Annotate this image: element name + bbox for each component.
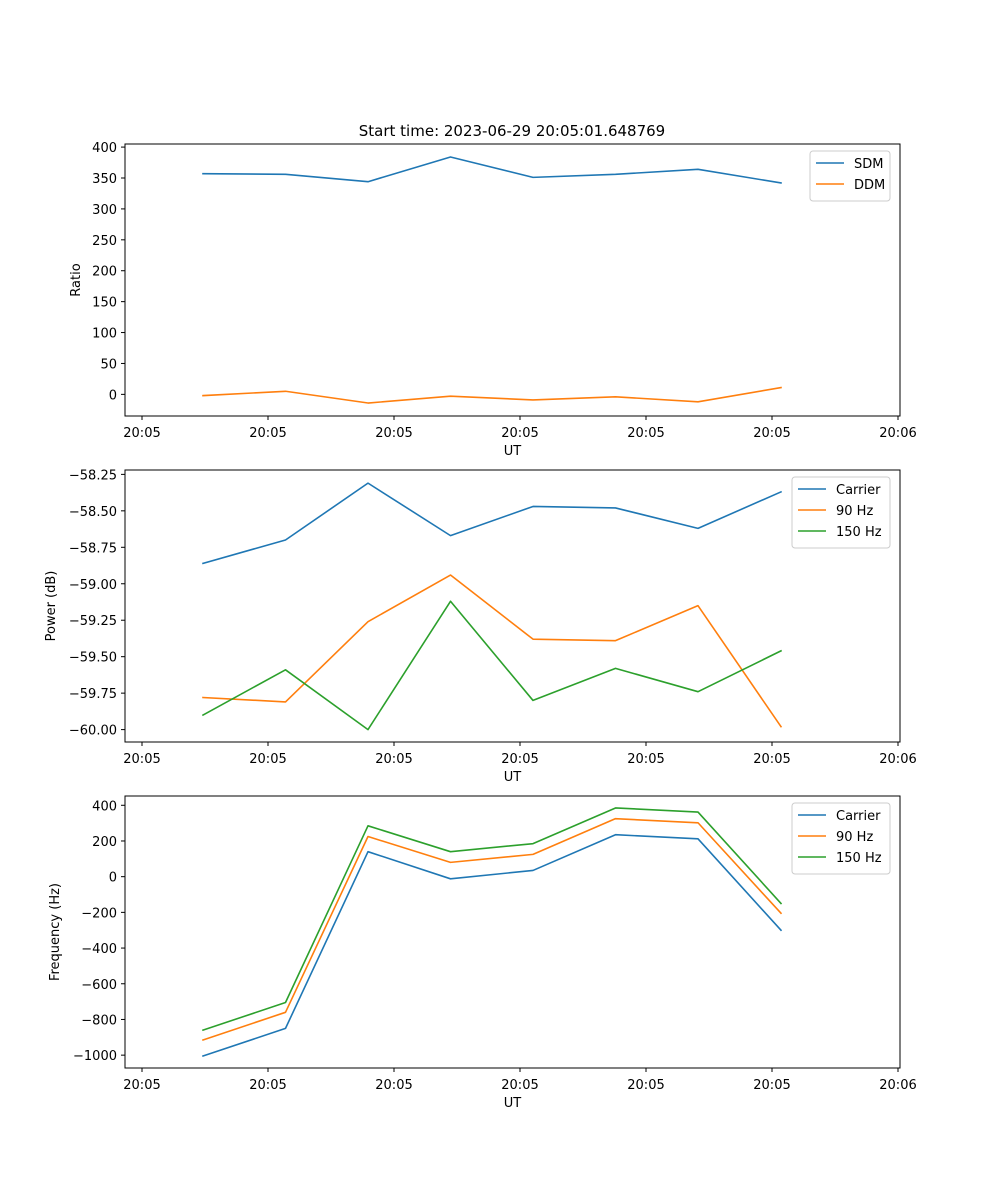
y-tick-label: −58.75 (69, 541, 117, 556)
axes-frame (124, 469, 901, 743)
y-tick-label: −400 (81, 942, 117, 957)
y-tick-label: 0 (109, 388, 117, 403)
series-line-carrier (201, 833, 783, 1058)
subplot-1: 20:05 20:05 20:05 20:05 20:05 20:05 20:06 0 50 10… (69, 141, 917, 459)
series-line-150-hz (201, 600, 783, 731)
legend: SDM DDM (809, 150, 891, 202)
axes-frame (124, 143, 901, 417)
legend-label: Carrier (836, 483, 881, 498)
x-tick-label: 20:05 (627, 1078, 664, 1093)
x-axis-label: UT (504, 444, 522, 459)
y-tick-label: −1000 (73, 1049, 117, 1064)
x-tick-label: 20:05 (249, 1078, 286, 1093)
legend-label: DDM (854, 178, 885, 193)
x-tick-label: 20:05 (501, 1078, 538, 1093)
x-tick-label: 20:05 (375, 426, 412, 441)
x-tick-label: 20:05 (501, 426, 538, 441)
series-line-90-hz (201, 817, 783, 1041)
x-tick-label: 20:05 (123, 752, 160, 767)
series-line-90-hz (202, 574, 783, 728)
y-tick-label: 400 (92, 141, 117, 156)
y-axis-label: Ratio (69, 263, 84, 296)
subplot-2: 20:05 20:05 20:05 20:05 20:05 20:05 20:06 −60.0… (44, 468, 917, 785)
y-tick-label: 0 (109, 871, 117, 886)
y-axis-label: Power (dB) (44, 571, 59, 642)
y-tick-label: −800 (81, 1013, 117, 1028)
y-tick-label: −59.25 (69, 614, 117, 629)
x-tick-label: 20:05 (753, 1078, 790, 1093)
x-axis-label: UT (504, 1096, 522, 1111)
y-tick-label: −58.50 (69, 505, 117, 520)
legend-label: 150 Hz (836, 851, 882, 866)
x-tick-label: 20:05 (753, 752, 790, 767)
legend-label: SDM (854, 157, 883, 172)
y-tick-label: −200 (81, 906, 117, 921)
series-line-ddm (202, 386, 782, 404)
series-line-carrier (202, 482, 783, 565)
x-tick-label: 20:06 (879, 426, 916, 441)
y-tick-label: 300 (92, 203, 117, 218)
y-tick-label: −600 (81, 978, 117, 993)
x-tick-label: 20:05 (501, 752, 538, 767)
y-tick-label: −59.75 (69, 687, 117, 702)
legend-label: 150 Hz (836, 525, 882, 540)
x-tick-label: 20:05 (375, 752, 412, 767)
y-tick-label: 400 (92, 799, 117, 814)
series-line-sdm (202, 156, 782, 184)
legend-label: Carrier (836, 809, 881, 824)
y-tick-label: 200 (92, 265, 117, 280)
y-axis-label: Frequency (Hz) (48, 883, 63, 981)
y-tick-label: 350 (92, 172, 117, 187)
series-line-150-hz (201, 807, 783, 1032)
x-tick-label: 20:05 (249, 426, 286, 441)
legend: Carrier 90 Hz 150 Hz (791, 476, 891, 549)
legend: Carrier 90 Hz 150 Hz (791, 802, 891, 875)
axes-frame (124, 795, 901, 1069)
x-tick-label: 20:05 (375, 1078, 412, 1093)
x-tick-label: 20:05 (627, 752, 664, 767)
y-tick-label: 200 (92, 835, 117, 850)
legend-label: 90 Hz (836, 504, 873, 519)
y-tick-label: 100 (92, 327, 117, 342)
subplot-3: 20:05 20:05 20:05 20:05 20:05 20:05 20:06 −1000… (48, 795, 917, 1111)
x-tick-label: 20:06 (879, 1078, 916, 1093)
legend-label: 90 Hz (836, 830, 873, 845)
x-tick-label: 20:06 (879, 752, 916, 767)
y-tick-label: −58.25 (69, 468, 117, 483)
y-tick-label: 250 (92, 234, 117, 249)
y-tick-label: 50 (100, 357, 117, 372)
y-tick-label: −60.00 (69, 724, 117, 739)
y-tick-label: −59.50 (69, 651, 117, 666)
x-tick-label: 20:05 (249, 752, 286, 767)
x-tick-label: 20:05 (753, 426, 790, 441)
plots-container: 20:05 20:05 20:05 20:05 20:05 20:05 20:06 0 50 10… (44, 141, 917, 1111)
x-tick-label: 20:05 (123, 426, 160, 441)
y-tick-label: 150 (92, 296, 117, 311)
x-axis-label: UT (504, 770, 522, 785)
y-tick-label: −59.00 (69, 578, 117, 593)
x-tick-label: 20:05 (627, 426, 664, 441)
x-tick-label: 20:05 (123, 1078, 160, 1093)
figure-title: Start time: 2023-06-29 20:05:01.648769 (359, 122, 665, 140)
